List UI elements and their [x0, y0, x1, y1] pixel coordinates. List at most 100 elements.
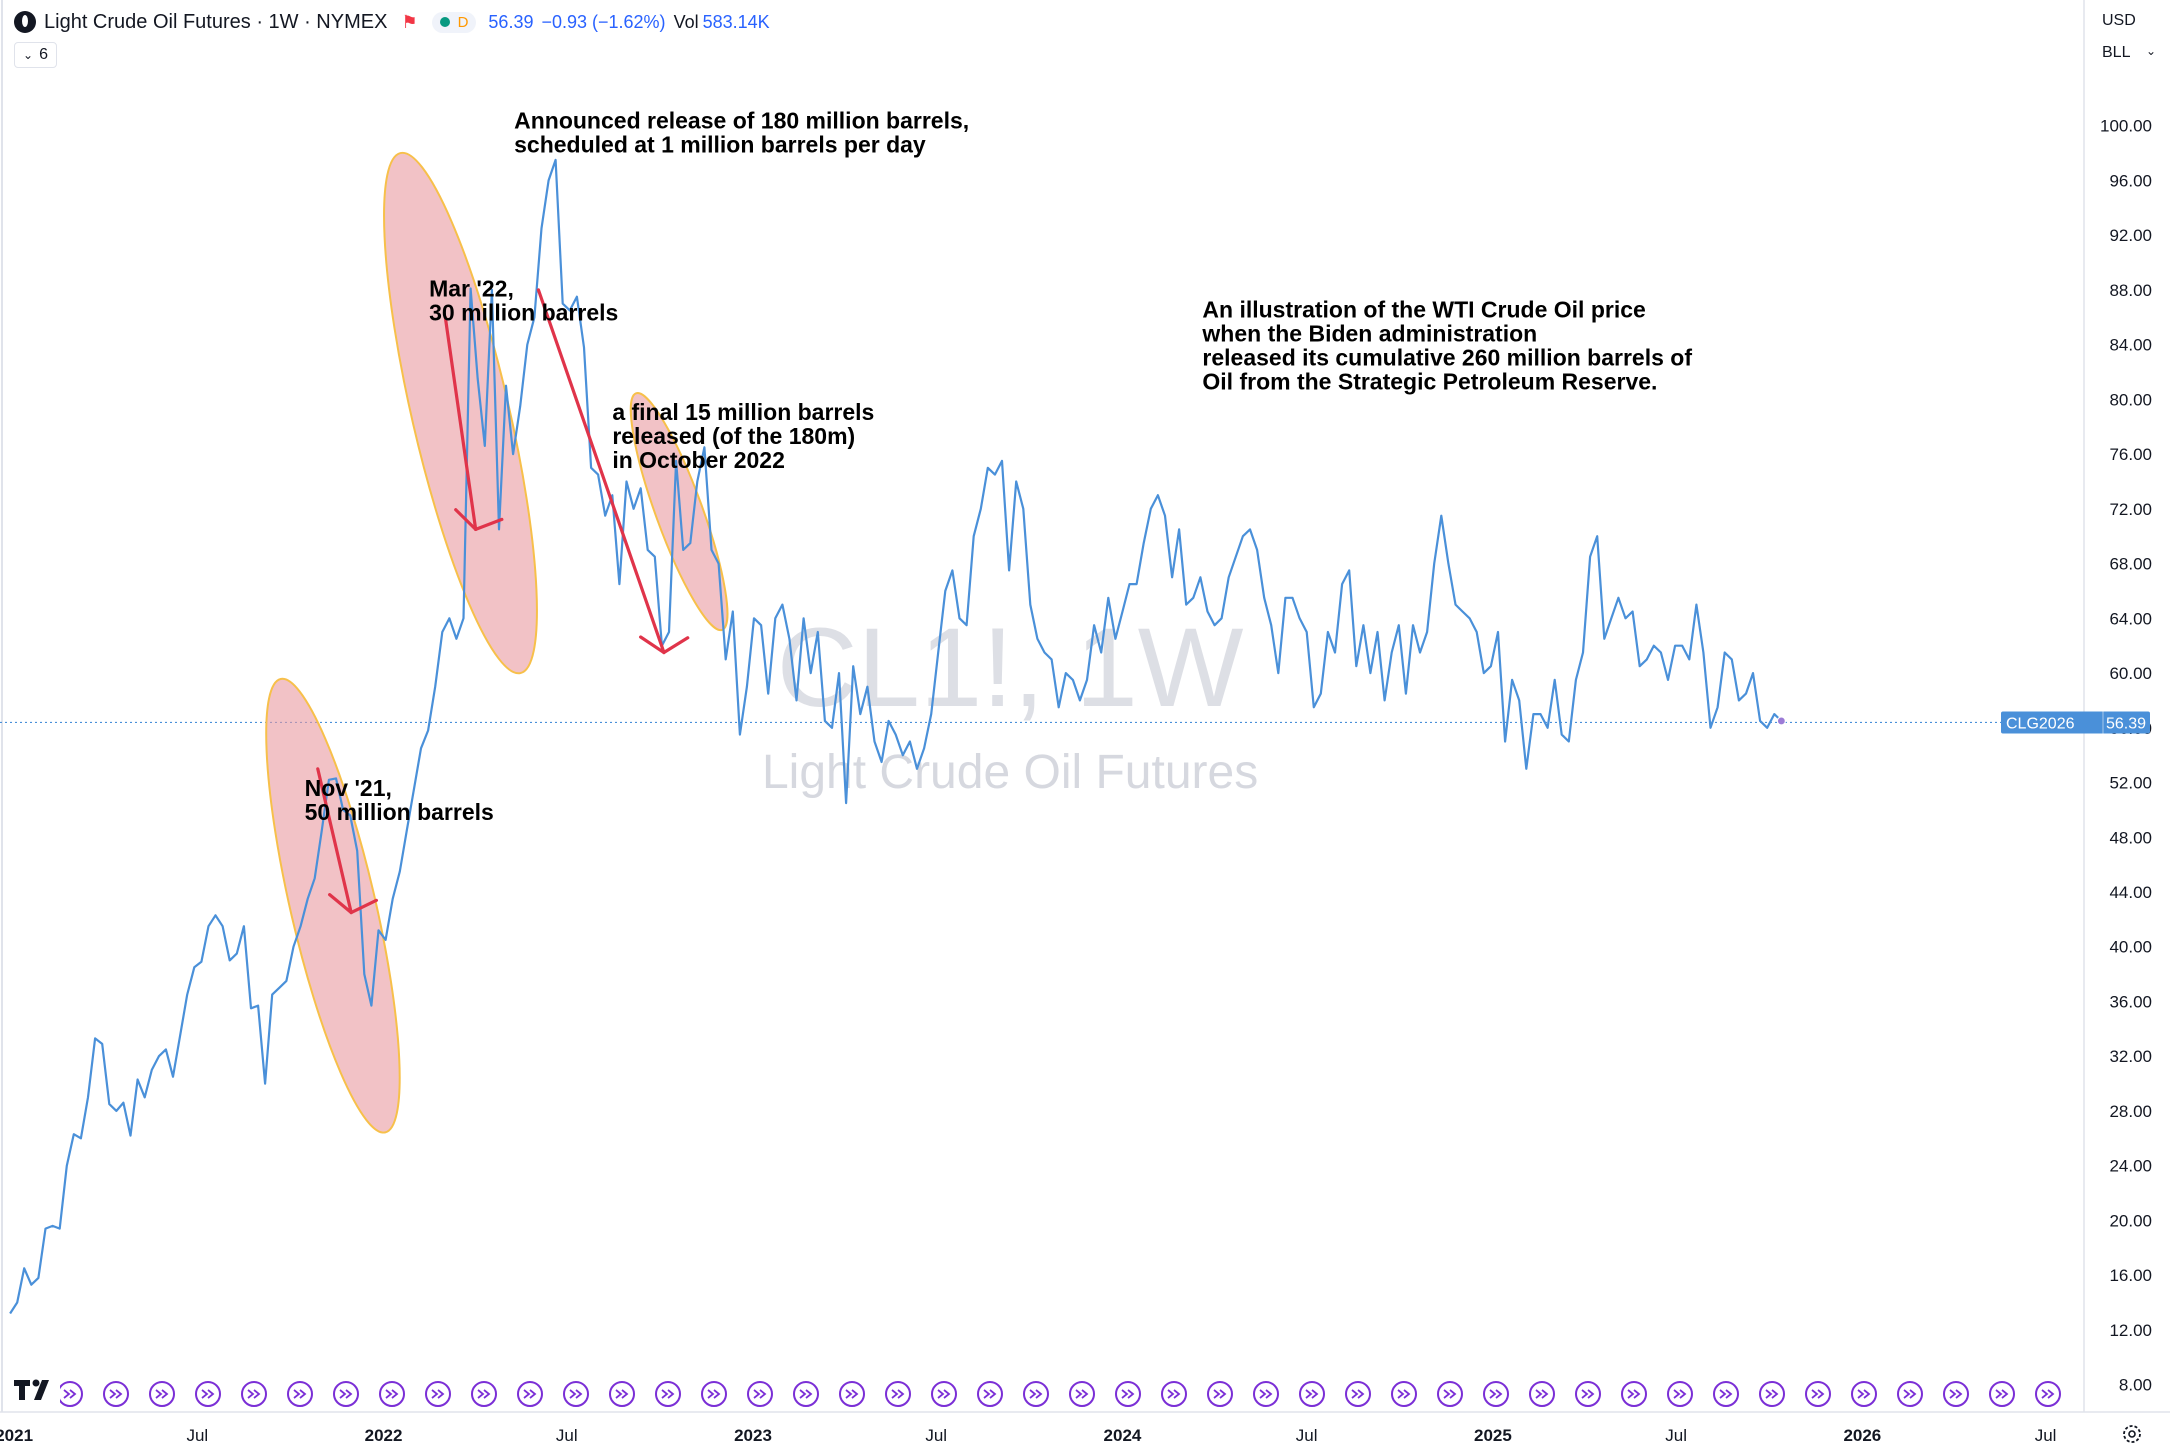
event-marker-icon[interactable]	[1897, 1381, 1923, 1407]
event-marker-glyph	[1213, 1389, 1227, 1399]
event-marker-icon[interactable]	[1943, 1381, 1969, 1407]
event-marker-glyph	[1075, 1389, 1089, 1399]
event-markers[interactable]	[11, 1381, 2061, 1407]
currency-selector[interactable]: USD	[2102, 12, 2156, 30]
event-marker-icon[interactable]	[1713, 1381, 1739, 1407]
event-marker-icon[interactable]	[57, 1381, 83, 1407]
event-marker-glyph	[1489, 1389, 1503, 1399]
event-marker-icon[interactable]	[1483, 1381, 1509, 1407]
tradingview-logo-icon[interactable]	[8, 1378, 60, 1408]
event-marker-glyph	[1765, 1389, 1779, 1399]
event-marker-icon[interactable]	[287, 1381, 313, 1407]
event-marker-icon[interactable]	[1529, 1381, 1555, 1407]
event-marker-icon[interactable]	[609, 1381, 635, 1407]
event-marker-glyph	[1903, 1389, 1917, 1399]
arrow-shaft	[536, 288, 666, 655]
event-marker-icon[interactable]	[563, 1381, 589, 1407]
event-marker-icon[interactable]	[1299, 1381, 1325, 1407]
settings-gear-icon[interactable]	[2123, 1425, 2141, 1443]
event-marker-icon[interactable]	[379, 1381, 405, 1407]
event-marker-icon[interactable]	[1345, 1381, 1371, 1407]
event-marker-glyph	[1857, 1389, 1871, 1399]
event-marker-icon[interactable]	[1989, 1381, 2015, 1407]
unit-selector[interactable]: BLL ⌄	[2102, 44, 2156, 62]
event-marker-icon[interactable]	[1667, 1381, 1693, 1407]
event-marker-glyph	[431, 1389, 445, 1399]
event-marker-glyph	[1351, 1389, 1365, 1399]
event-marker-icon[interactable]	[1805, 1381, 1831, 1407]
y-tick-label: 16.00	[2109, 1266, 2152, 1285]
unit-label: BLL	[2102, 44, 2131, 61]
event-marker-glyph	[155, 1389, 169, 1399]
event-marker-icon[interactable]	[931, 1381, 957, 1407]
event-marker-icon[interactable]	[1253, 1381, 1279, 1407]
time-axis[interactable]: 2021 Jul 2022 Jul 2023 Jul 2024 Jul 2025 Jul 2026 J…	[0, 1426, 2056, 1445]
event-marker-icon[interactable]	[1851, 1381, 1877, 1407]
y-tick-label: 96.00	[2109, 171, 2152, 190]
annotation-line: Announced release of 180 million barrels…	[514, 107, 969, 133]
event-marker-icon[interactable]	[839, 1381, 865, 1407]
arrow-shaft	[316, 767, 353, 915]
annotation-line: when the Biden administration	[1201, 320, 1537, 346]
y-tick-label: 20.00	[2109, 1211, 2152, 1230]
event-marker-glyph	[293, 1389, 307, 1399]
event-marker-glyph	[1167, 1389, 1181, 1399]
event-marker-glyph	[569, 1389, 583, 1399]
badge-value: 56.39	[2106, 715, 2146, 732]
event-marker-icon[interactable]	[471, 1381, 497, 1407]
event-marker-icon[interactable]	[977, 1381, 1003, 1407]
gear-inner	[2128, 1430, 2136, 1438]
x-tick-label: Jul	[556, 1426, 578, 1445]
event-marker-icon[interactable]	[149, 1381, 175, 1407]
event-marker-icon[interactable]	[1115, 1381, 1141, 1407]
event-marker-icon[interactable]	[1759, 1381, 1785, 1407]
symbol-title[interactable]: Light Crude Oil Futures · 1W · NYMEX	[44, 10, 388, 33]
event-marker-icon[interactable]	[1023, 1381, 1049, 1407]
event-marker-glyph	[339, 1389, 353, 1399]
y-tick-label: 80.00	[2109, 390, 2152, 409]
y-tick-label: 88.00	[2109, 281, 2152, 300]
annotation-line: scheduled at 1 million barrels per day	[514, 131, 926, 157]
flag-icon[interactable]: ⚑	[401, 11, 418, 32]
indicators-toggle[interactable]: ⌄ 6	[14, 42, 57, 68]
y-tick-label: 92.00	[2109, 226, 2152, 245]
event-marker-icon[interactable]	[195, 1381, 221, 1407]
y-tick-label: 64.00	[2109, 609, 2152, 628]
event-marker-icon[interactable]	[1069, 1381, 1095, 1407]
arrow-head	[474, 517, 504, 531]
annotation-announced: Announced release of 180 million barrels…	[514, 107, 969, 157]
arrow-head	[454, 508, 478, 531]
event-marker-glyph	[201, 1389, 215, 1399]
event-marker-icon[interactable]	[2035, 1381, 2061, 1407]
event-marker-glyph	[2041, 1389, 2055, 1399]
mar22-arrow	[443, 315, 504, 531]
event-marker-icon[interactable]	[885, 1381, 911, 1407]
event-marker-glyph	[707, 1389, 721, 1399]
event-marker-icon[interactable]	[333, 1381, 359, 1407]
event-marker-icon[interactable]	[655, 1381, 681, 1407]
last-price-dot	[1776, 716, 1786, 726]
event-marker-icon[interactable]	[1575, 1381, 1601, 1407]
event-marker-glyph	[1259, 1389, 1273, 1399]
event-marker-icon[interactable]	[517, 1381, 543, 1407]
symbol-header[interactable]: Light Crude Oil Futures · 1W · NYMEX ⚑ D…	[14, 8, 770, 36]
status-pill[interactable]: D	[431, 11, 477, 33]
price-line	[9, 158, 1783, 1315]
event-marker-glyph	[1811, 1389, 1825, 1399]
event-marker-icon[interactable]	[241, 1381, 267, 1407]
event-marker-icon[interactable]	[425, 1381, 451, 1407]
event-marker-icon[interactable]	[1437, 1381, 1463, 1407]
price-axis[interactable]: 100.00 96.00 92.00 88.00 84.00 80.00 76.00 72.0…	[0, 0, 2170, 1413]
event-marker-icon[interactable]	[1391, 1381, 1417, 1407]
event-marker-icon[interactable]	[701, 1381, 727, 1407]
event-marker-icon[interactable]	[103, 1381, 129, 1407]
event-marker-icon[interactable]	[747, 1381, 773, 1407]
event-marker-glyph	[983, 1389, 997, 1399]
event-marker-glyph	[1535, 1389, 1549, 1399]
event-marker-icon[interactable]	[1207, 1381, 1233, 1407]
event-marker-icon[interactable]	[1621, 1381, 1647, 1407]
x-tick-label: 2025	[1474, 1426, 1512, 1445]
event-marker-icon[interactable]	[1161, 1381, 1187, 1407]
event-marker-icon[interactable]	[793, 1381, 819, 1407]
